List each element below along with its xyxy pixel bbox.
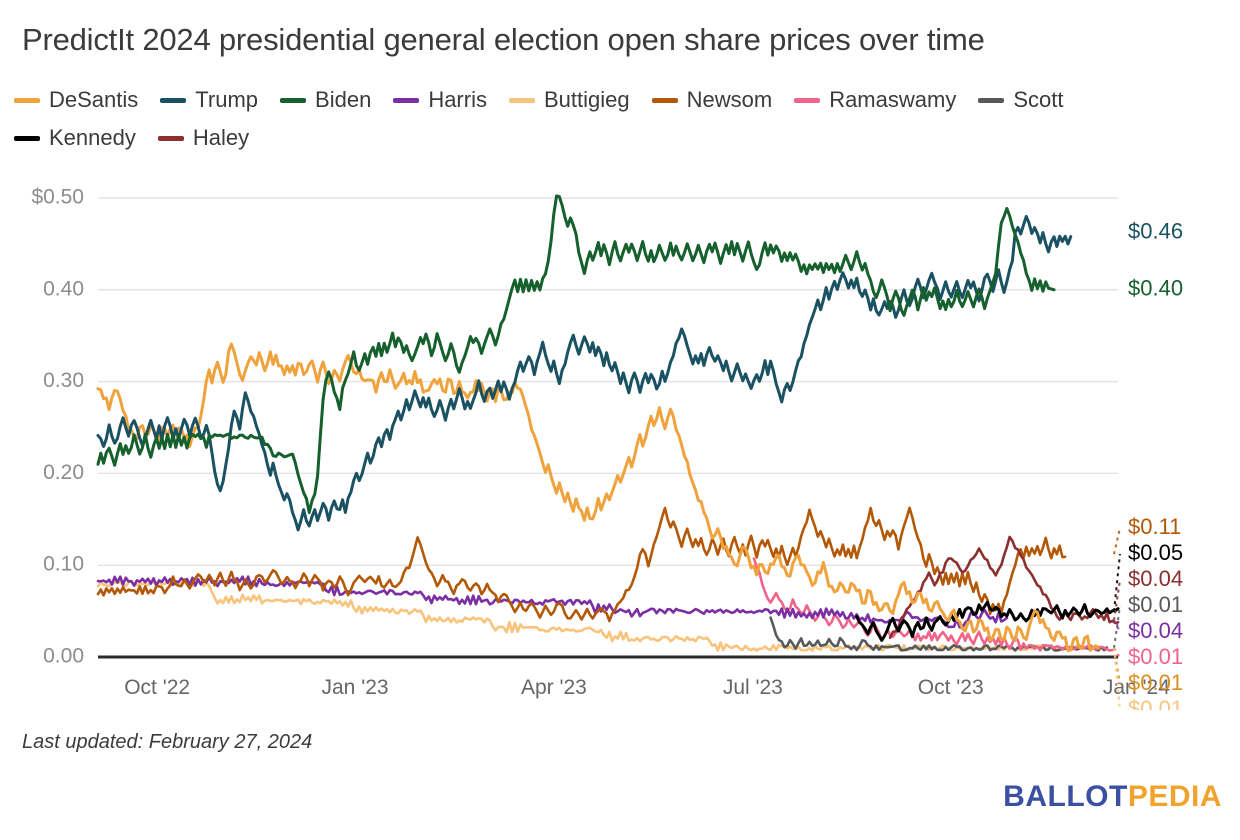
ballotpedia-logo: BALLOTPEDIA [1003, 780, 1222, 814]
legend-swatch-icon [160, 97, 187, 103]
legend-item-desantis[interactable]: DeSantis [14, 84, 138, 116]
brand-ballot: BALLOT [1003, 780, 1128, 813]
legend-item-label: Kennedy [49, 125, 136, 150]
end-label-ramaswamy: $0.01 [1128, 644, 1183, 669]
legend-item-trump[interactable]: Trump [160, 84, 258, 116]
legend-swatch-icon [157, 135, 184, 141]
legend-swatch-icon [794, 97, 821, 103]
y-axis-tick-label: 0.40 [43, 277, 84, 300]
end-label-leader [1113, 619, 1121, 633]
end-label-leader [1113, 553, 1121, 612]
end-label-leader [1113, 647, 1121, 685]
last-updated-text: Last updated: February 27, 2024 [22, 731, 313, 753]
end-label-newsom: $0.11 [1128, 514, 1181, 539]
x-axis-tick-label: Oct '23 [918, 676, 984, 699]
legend-item-haley[interactable]: Haley [157, 122, 250, 154]
y-axis-tick-label: 0.00 [43, 645, 84, 668]
x-axis-tick-label: Apr '23 [521, 676, 587, 699]
end-label-leader [1113, 579, 1121, 621]
end-label-trump: $0.46 [1128, 219, 1183, 244]
end-label-scott: $0.01 [1128, 592, 1183, 617]
x-axis-tick-label: Oct '22 [124, 676, 190, 699]
legend-swatch-icon [280, 97, 307, 103]
brand-pedia: PEDIA [1127, 780, 1222, 813]
end-label-desantis: $0.01 [1128, 670, 1183, 695]
end-label-leader [1113, 527, 1121, 555]
legend-item-harris[interactable]: Harris [393, 84, 487, 116]
page-title: PredictIt 2024 presidential general elec… [22, 22, 985, 57]
legend-item-kennedy[interactable]: Kennedy [14, 122, 136, 154]
legend-swatch-icon [651, 97, 678, 103]
legend-item-newsom[interactable]: Newsom [651, 84, 773, 116]
legend-swatch-icon [393, 97, 420, 103]
legend-item-label: Harris [428, 87, 487, 112]
legend-item-buttigieg[interactable]: Buttigieg [508, 84, 630, 116]
end-label-buttigieg: $0.01 [1128, 696, 1183, 710]
end-label-haley: $0.04 [1128, 566, 1183, 591]
legend-item-label: Buttigieg [543, 87, 630, 112]
series-line-desantis[interactable] [96, 342, 1101, 653]
line-chart-svg: $0.50 0.40 0.30 0.20 0.10 0.00 Oct '22 Jan '23 A… [31, 186, 1183, 710]
y-axis-tick-label: $0.50 [31, 186, 84, 209]
end-label-kennedy: $0.05 [1128, 540, 1183, 565]
legend-swatch-icon [14, 135, 40, 141]
series-line-kennedy[interactable] [855, 600, 1120, 642]
series-line-haley[interactable] [888, 535, 1120, 639]
legend-swatch-icon [508, 97, 535, 103]
legend-swatch-icon [978, 97, 1005, 103]
legend-item-scott[interactable]: Scott [978, 84, 1063, 116]
end-label-harris: $0.04 [1128, 618, 1183, 643]
end-label-biden: $0.40 [1128, 276, 1183, 301]
x-axis-tick-label: Jan '24 [1103, 676, 1170, 699]
series-line-newsom[interactable] [96, 506, 1067, 623]
legend-item-label: Newsom [686, 87, 773, 112]
legend-item-label: Scott [1013, 87, 1064, 112]
chart-legend: DeSantis Trump Biden Harris Buttigieg Newsom R… [14, 84, 1214, 154]
legend-item-label: Ramaswamy [829, 87, 957, 112]
y-axis-tick-label: 0.20 [43, 461, 84, 484]
legend-item-label: Biden [315, 87, 372, 112]
series-line-buttigieg[interactable] [96, 579, 1078, 652]
legend-item-biden[interactable]: Biden [280, 84, 371, 116]
legend-item-ramaswamy[interactable]: Ramaswamy [794, 84, 956, 116]
legend-item-label: DeSantis [49, 87, 139, 112]
y-axis-tick-label: 0.10 [43, 553, 84, 576]
x-axis-tick-label: Jan '23 [322, 676, 389, 699]
legend-item-label: Haley [192, 125, 250, 150]
legend-swatch-icon [14, 97, 40, 103]
plot-area: $0.50 0.40 0.30 0.20 0.10 0.00 Oct '22 Jan '23 A… [0, 170, 1240, 710]
x-axis-tick-label: Jul '23 [723, 676, 783, 699]
series-line-biden[interactable] [96, 194, 1056, 515]
legend-item-label: Trump [195, 87, 259, 112]
y-axis-tick-label: 0.30 [43, 369, 84, 392]
